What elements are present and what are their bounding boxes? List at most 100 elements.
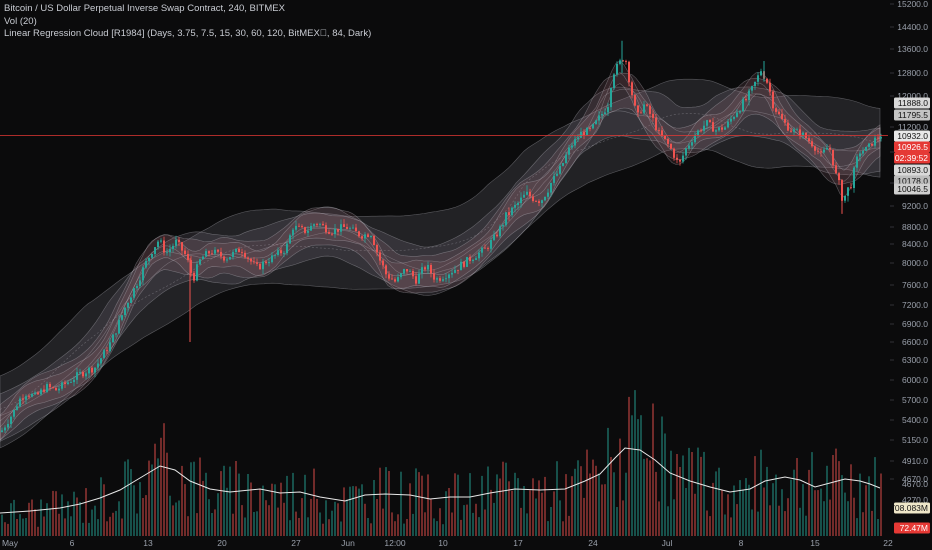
price-tick-label: 12000.0 bbox=[897, 91, 928, 101]
volume-bar bbox=[91, 509, 93, 536]
candle-body bbox=[130, 297, 132, 303]
candle-body bbox=[175, 239, 177, 246]
volume-bar bbox=[280, 482, 282, 536]
candle-body bbox=[373, 236, 375, 245]
candle-body bbox=[616, 63, 618, 75]
candle-body bbox=[7, 424, 9, 428]
price-label-text: 10932.0 bbox=[897, 131, 928, 141]
candle-body bbox=[64, 382, 66, 384]
volume-bar bbox=[595, 465, 597, 536]
volume-bar bbox=[805, 515, 807, 536]
regression-cloud-band bbox=[0, 72, 881, 441]
candle-body bbox=[745, 99, 747, 101]
candle-body bbox=[85, 373, 87, 377]
candle-body bbox=[508, 212, 510, 216]
candle-body bbox=[799, 129, 801, 136]
volume-bar bbox=[778, 505, 780, 536]
volume-label-text: 72.47M bbox=[900, 523, 928, 533]
volume-bar bbox=[658, 501, 660, 536]
candle-body bbox=[409, 271, 411, 272]
volume-bar bbox=[289, 520, 291, 536]
volume-bar bbox=[196, 513, 198, 536]
candle-body bbox=[820, 151, 822, 153]
volume-bar bbox=[394, 521, 396, 536]
candle-body bbox=[700, 130, 702, 132]
candle-body bbox=[232, 251, 234, 257]
volume-bar bbox=[604, 484, 606, 536]
volume-bar bbox=[601, 484, 603, 536]
volume-bar bbox=[388, 471, 390, 536]
candle-body bbox=[874, 137, 876, 146]
price-axis[interactable]: 15200.0 14400.0 13600.0 12800.0 12000.0 11200… bbox=[890, 0, 928, 505]
candle-body bbox=[586, 128, 588, 136]
candle-body bbox=[25, 396, 27, 400]
volume-bar bbox=[295, 511, 297, 536]
candle-body bbox=[268, 262, 270, 264]
candle-body bbox=[40, 389, 42, 395]
symbol-title[interactable]: Bitcoin / US Dollar Perpetual Inverse Sw… bbox=[4, 3, 285, 14]
price-tick-label: 13600.0 bbox=[897, 44, 928, 54]
candle-body bbox=[499, 226, 501, 237]
volume-bar bbox=[532, 478, 534, 536]
volume-bar bbox=[859, 473, 861, 536]
candle-body bbox=[760, 71, 762, 76]
candle-body bbox=[124, 307, 126, 316]
volume-bar bbox=[670, 450, 672, 536]
price-tick-label: 14400.0 bbox=[897, 22, 928, 32]
candle-body bbox=[181, 242, 183, 251]
volume-bar bbox=[193, 461, 195, 536]
price-tick-label: 9200.0 bbox=[902, 201, 928, 211]
candle-body bbox=[310, 225, 312, 231]
candle-body bbox=[238, 248, 240, 253]
candle-body bbox=[217, 249, 219, 252]
candle-body bbox=[250, 258, 252, 262]
volume-bar bbox=[94, 505, 96, 536]
candle-body bbox=[355, 227, 357, 232]
price-tick-label: 4910.0 bbox=[902, 456, 928, 466]
candle-body bbox=[112, 334, 114, 343]
candle-body bbox=[115, 333, 117, 335]
volume-bar bbox=[400, 471, 402, 536]
volume-bar bbox=[202, 480, 204, 536]
candle-body bbox=[151, 254, 153, 258]
candle-body bbox=[178, 239, 180, 243]
volume-bar bbox=[79, 502, 81, 536]
candle-body bbox=[304, 227, 306, 233]
volume-bar bbox=[784, 511, 786, 536]
volume-bar bbox=[43, 516, 45, 536]
volume-bar bbox=[469, 473, 471, 536]
volume-bar bbox=[139, 482, 141, 536]
volume-bar bbox=[190, 462, 192, 536]
regression-cloud-band bbox=[0, 60, 881, 441]
volume-bar bbox=[673, 499, 675, 536]
price-tick-label: 6300.0 bbox=[902, 355, 928, 365]
volume-indicator-label[interactable]: Vol (20) bbox=[4, 15, 37, 27]
price-label-text: 10893.0 bbox=[897, 165, 928, 175]
candle-body bbox=[229, 257, 231, 260]
volume-bar bbox=[445, 491, 447, 536]
volume-bar bbox=[82, 522, 84, 536]
candle-body bbox=[631, 82, 633, 95]
regression-cloud-label[interactable]: Linear Regression Cloud [R1984] (Days, 3… bbox=[4, 28, 372, 39]
volume-bar bbox=[709, 516, 711, 536]
volume-bar bbox=[133, 485, 135, 536]
time-tick-label: 22 bbox=[883, 538, 893, 548]
candle-body bbox=[196, 264, 198, 281]
candle-body bbox=[493, 234, 495, 241]
volume-bar bbox=[730, 517, 732, 536]
candle-body bbox=[793, 129, 795, 132]
candle-body bbox=[769, 82, 771, 92]
volume-bar bbox=[712, 482, 714, 536]
volume-bar bbox=[244, 517, 246, 536]
volume-bar bbox=[487, 466, 489, 536]
candle-body bbox=[781, 114, 783, 120]
time-tick-label: 24 bbox=[588, 538, 598, 548]
price-tick-label: 5150.0 bbox=[902, 435, 928, 445]
time-axis[interactable]: May 6 13 20 27 Jun 12:00 10 17 24 Jul 8 15 22 bbox=[2, 538, 893, 548]
candle-body bbox=[100, 358, 102, 364]
volume-bar bbox=[727, 494, 729, 536]
volume-bar bbox=[70, 516, 72, 536]
candle-body bbox=[703, 125, 705, 131]
candle-body bbox=[772, 91, 774, 109]
